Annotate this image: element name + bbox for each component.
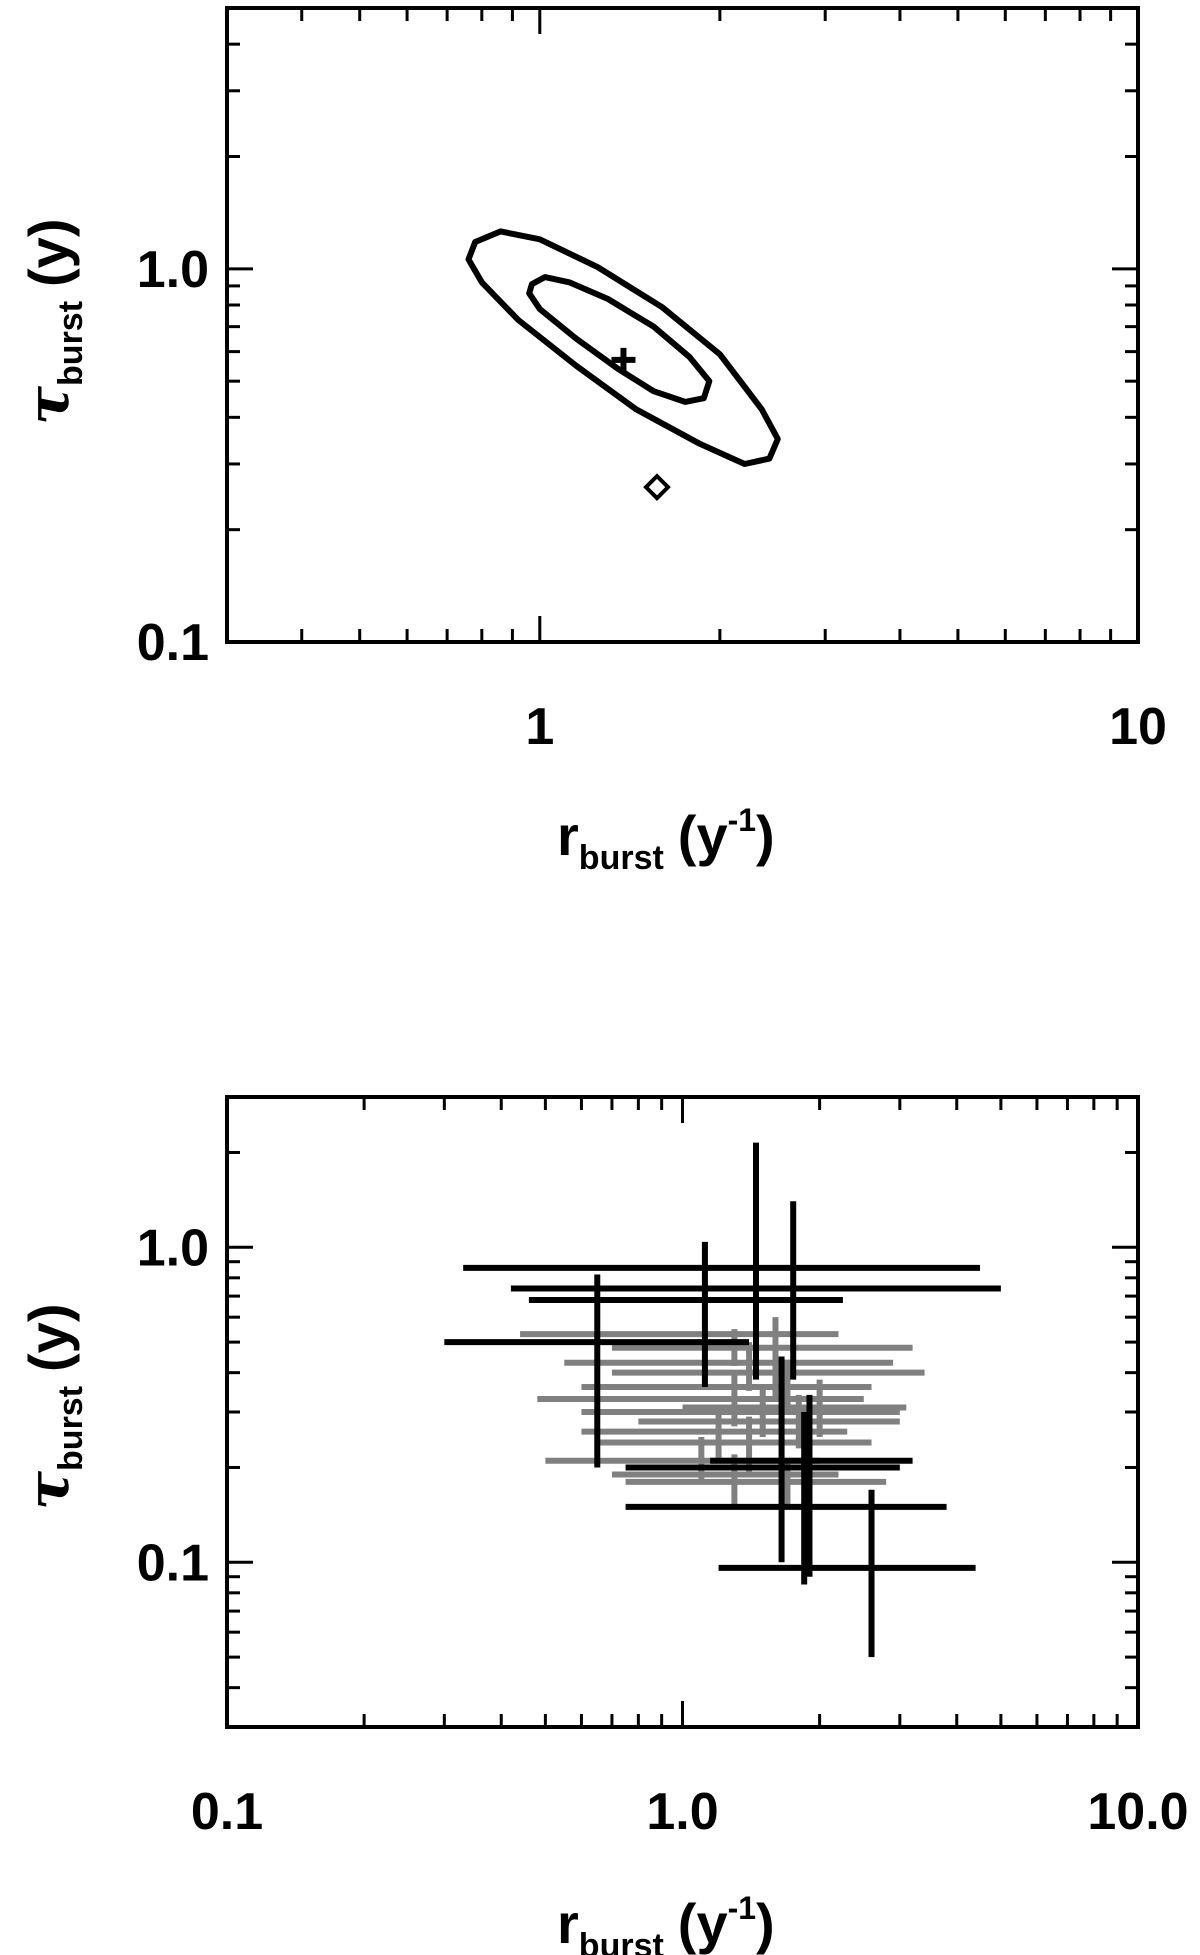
top-x-axis-label-main: r (557, 804, 579, 867)
bottom-x-axis-label-main: r (557, 1892, 579, 1955)
bottom-y-tick-label: 1.0 (137, 1219, 209, 1277)
contour-inner (526, 274, 713, 405)
bottom-x-axis-label: rburst (y-1) (557, 1890, 775, 1955)
bottom-plot-frame (225, 1095, 1140, 1729)
bottom-x-tick-label: 10.0 (1087, 1783, 1188, 1841)
bottom-y-axis-label-sub: burst (52, 1386, 90, 1471)
top-y-axis-label: τburst (y) (14, 219, 90, 425)
error-bar-series-1 (444, 1142, 1001, 1658)
bottom-x-axis-label-sup: -1 (728, 1890, 756, 1926)
top-x-axis-label-close: ) (756, 804, 775, 867)
top-x-tick-label: 1 (525, 698, 554, 756)
top-y-axis-label-unit: (y) (17, 219, 80, 287)
bottom-x-axis-label-close: ) (756, 1892, 775, 1955)
bottom-y-axis-label-unit: (y) (17, 1304, 80, 1372)
top-plot-frame (225, 6, 1140, 644)
bottom-x-tick-label: 1.0 (646, 1783, 718, 1841)
top-y-axis-label-sub: burst (52, 301, 90, 386)
top-y-tick-label: 1.0 (137, 241, 209, 299)
error-bar-series (444, 1142, 1001, 1658)
top-y-tick-labels: 1.0 0.1 (137, 241, 209, 672)
bottom-x-axis-label-sub: burst (579, 1927, 664, 1955)
bottom-y-axis-label-main: τ (14, 1470, 82, 1510)
bottom-x-tick-labels: 0.1 1.0 10.0 (191, 1783, 1189, 1841)
top-minor-ticks (225, 6, 1138, 642)
top-x-axis-label-sup: -1 (728, 802, 756, 838)
confidence-contours (465, 228, 781, 467)
reference-diamond-marker (643, 473, 671, 501)
top-y-axis-label-main: τ (14, 385, 82, 425)
top-x-tick-labels: 1 10 (525, 698, 1167, 756)
top-x-axis-label-unit: (y (678, 804, 728, 867)
top-x-axis-label: rburst (y-1) (557, 802, 775, 877)
top-x-tick-label: 10 (1109, 698, 1167, 756)
top-y-tick-label: 0.1 (137, 614, 209, 672)
bottom-x-tick-label: 0.1 (191, 1783, 263, 1841)
bottom-y-tick-labels: 1.0 0.1 (137, 1219, 209, 1592)
error-bar-series-0 (520, 1317, 925, 1507)
best-fit-marker (611, 347, 636, 372)
top-x-axis-label-sub: burst (579, 839, 664, 877)
top-markers (611, 347, 671, 501)
bottom-y-axis-label: τburst (y) (14, 1304, 90, 1510)
bottom-y-tick-label: 0.1 (137, 1534, 209, 1592)
bottom-x-axis-label-unit: (y (678, 1892, 728, 1955)
contour-outer (465, 228, 781, 467)
errorbar-panel: 0.1 1.0 10.0 1.00.1 rburst (y-1) τburst(y) (14, 1095, 1189, 1955)
contour-panel: 1 10 1.00.1 rburst (y-1) τburst(y) (14, 6, 1167, 877)
